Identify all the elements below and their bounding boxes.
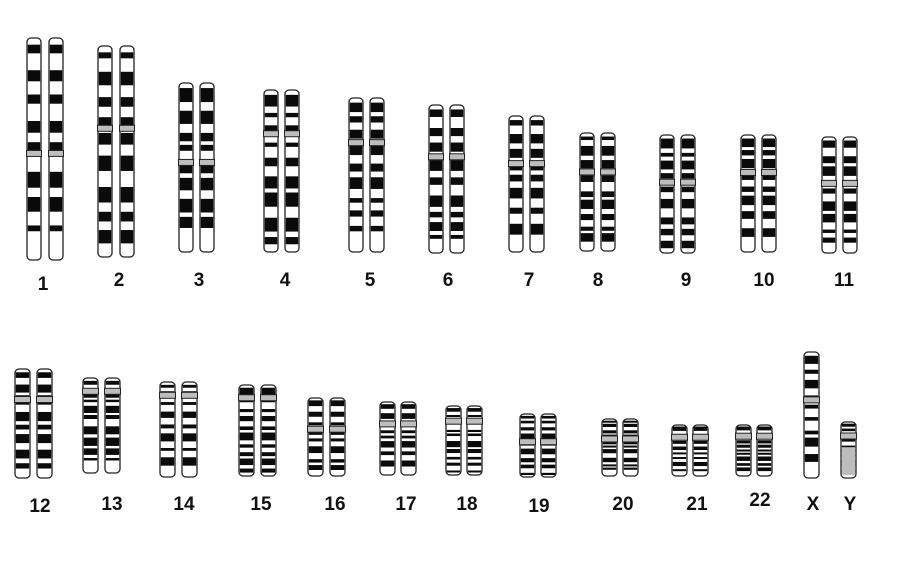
chromosome-label-20: 20	[612, 494, 633, 515]
chromosome-label-14: 14	[173, 494, 195, 515]
chromosome-y	[840, 421, 857, 479]
chromosome-6-left	[428, 104, 444, 254]
chromosome-11-right	[842, 136, 858, 254]
chromosome-label-4: 4	[280, 270, 291, 291]
chromosome-19	[519, 413, 557, 478]
chromosome-y-single	[840, 421, 857, 479]
chromosome-20	[601, 418, 639, 477]
chromosome-label-15: 15	[250, 494, 272, 515]
chromosome-label-22: 22	[749, 490, 770, 511]
chromosome-17-right	[400, 401, 417, 476]
chromosome-label-7: 7	[524, 270, 535, 291]
chromosome-label-1: 1	[38, 274, 49, 295]
chromosome-5	[348, 97, 385, 253]
chromosome-8-left	[579, 132, 595, 252]
chromosome-22-left	[735, 424, 752, 477]
chromosome-12-left	[14, 368, 31, 479]
chromosome-16-right	[329, 397, 346, 477]
chromosome-label-5: 5	[365, 270, 376, 291]
chromosome-2-right	[119, 45, 135, 258]
chromosome-8	[579, 132, 616, 252]
chromosome-12-right	[36, 368, 53, 479]
chromosome-x	[803, 351, 820, 479]
chromosome-17	[379, 401, 417, 476]
chromosome-14-right	[181, 381, 198, 478]
chromosome-label-13: 13	[101, 494, 122, 515]
chromosome-18-left	[445, 405, 462, 476]
chromosome-label-x: X	[807, 494, 820, 515]
chromosome-label-17: 17	[395, 494, 416, 515]
chromosome-1	[26, 37, 64, 261]
chromosome-4-right	[284, 89, 300, 253]
chromosome-21-right	[692, 424, 709, 477]
chromosome-6-right	[449, 104, 465, 254]
chromosome-label-12: 12	[29, 496, 50, 517]
chromosome-9	[659, 134, 696, 254]
chromosome-5-left	[348, 97, 364, 253]
chromosome-18	[445, 405, 483, 476]
chromosome-3-right	[199, 82, 215, 253]
chromosome-20-left	[601, 418, 618, 477]
chromosome-label-18: 18	[456, 494, 477, 515]
chromosome-1-right	[48, 37, 64, 261]
chromosome-label-19: 19	[528, 496, 549, 517]
chromosome-16-left	[307, 397, 324, 477]
chromosome-15-right	[260, 384, 277, 477]
chromosome-label-3: 3	[194, 270, 205, 291]
chromosome-22-right	[756, 424, 773, 477]
chromosome-21-left	[671, 424, 688, 477]
chromosome-label-21: 21	[686, 494, 708, 515]
chromosome-10-left	[740, 134, 756, 253]
chromosome-20-right	[622, 418, 639, 477]
chromosome-10	[740, 134, 777, 253]
chromosome-label-6: 6	[443, 270, 454, 291]
chromosome-6	[428, 104, 465, 254]
chromosome-label-8: 8	[593, 270, 604, 291]
chromosome-2	[97, 45, 135, 258]
chromosome-11	[821, 136, 858, 254]
chromosome-label-y: Y	[844, 494, 857, 515]
chromosome-21	[671, 424, 709, 477]
chromosome-15	[238, 384, 277, 477]
chromosome-3-left	[178, 82, 194, 253]
chromosome-4-left	[263, 89, 279, 253]
chromosome-4	[263, 89, 300, 253]
chromosome-13	[82, 377, 121, 474]
chromosome-12	[14, 368, 53, 479]
chromosome-3	[178, 82, 215, 253]
chromosome-13-right	[104, 377, 121, 474]
chromosome-1-left	[26, 37, 42, 261]
chromosome-19-left	[519, 413, 536, 478]
chromosome-9-right	[680, 134, 696, 254]
chromosome-label-11: 11	[834, 270, 855, 291]
chromosome-11-left	[821, 136, 837, 254]
chromosome-label-9: 9	[681, 270, 692, 291]
chromosome-7-right	[529, 115, 545, 253]
chromosome-x-single	[803, 351, 820, 479]
chromosome-19-right	[540, 413, 557, 478]
chromosome-18-right	[466, 405, 483, 476]
chromosome-14	[159, 381, 198, 478]
chromosome-13-left	[82, 377, 99, 474]
chromosome-7	[508, 115, 545, 253]
chromosome-2-left	[97, 45, 113, 258]
chromosome-14-left	[159, 381, 176, 478]
chromosome-10-right	[761, 134, 777, 253]
chromosome-7-left	[508, 115, 524, 253]
chromosome-16	[307, 397, 346, 477]
chromosome-label-16: 16	[324, 494, 345, 515]
chromosome-15-left	[238, 384, 255, 477]
chromosome-9-left	[659, 134, 675, 254]
chromosome-group	[14, 37, 858, 479]
chromosome-22	[735, 424, 773, 477]
chromosome-5-right	[369, 97, 385, 253]
chromosome-label-10: 10	[753, 270, 774, 291]
chromosome-label-2: 2	[114, 270, 125, 291]
chromosome-17-left	[379, 401, 396, 476]
chromosome-8-right	[600, 132, 616, 252]
